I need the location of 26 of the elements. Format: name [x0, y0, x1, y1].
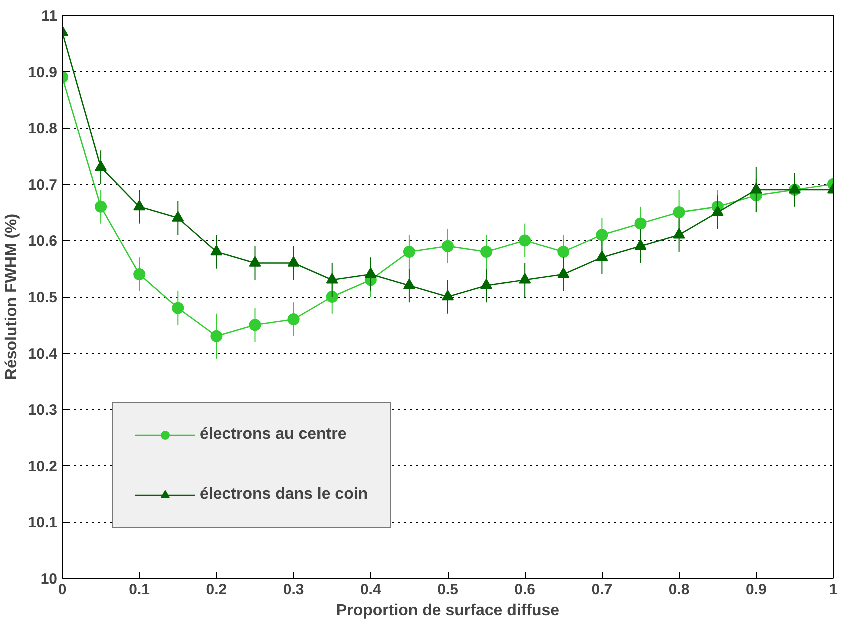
y-axis-title: Résolution FWHM (%) [3, 214, 20, 380]
x-tick-label: 0.7 [592, 582, 613, 598]
x-tick-label: 0 [58, 582, 67, 598]
y-tick-label: 10.2 [28, 458, 58, 476]
y-tick-label: 10.1 [28, 514, 58, 532]
x-tick-label: 0.9 [746, 582, 767, 598]
y-tick-label: 10.3 [28, 402, 58, 420]
legend-label: électrons dans le coin [200, 486, 368, 504]
x-axis-title: Proportion de surface diffuse [336, 602, 560, 620]
x-tick-label: 0.5 [438, 582, 458, 598]
y-tick-label: 10 [40, 571, 58, 588]
x-tick-label: 0.4 [360, 582, 382, 598]
x-tick-label: 0.8 [668, 582, 690, 598]
y-tick-label: 10.6 [28, 233, 58, 250]
y-tick-label: 10.4 [28, 346, 58, 363]
x-tick-label: 0.3 [283, 582, 304, 598]
y-tick-label: 10.7 [28, 176, 58, 194]
legend-label: électrons au centre [200, 426, 347, 444]
y-tick-label: 10.9 [28, 64, 58, 82]
x-tick-label: 1 [829, 582, 838, 598]
x-tick-label: 0.1 [129, 582, 150, 598]
x-tick-label: 0.6 [514, 582, 536, 598]
y-tick-label: 10.5 [28, 290, 58, 306]
x-tick-label: 0.2 [206, 582, 228, 598]
y-tick-label: 10.8 [28, 120, 58, 138]
y-tick-label: 11 [42, 8, 58, 25]
